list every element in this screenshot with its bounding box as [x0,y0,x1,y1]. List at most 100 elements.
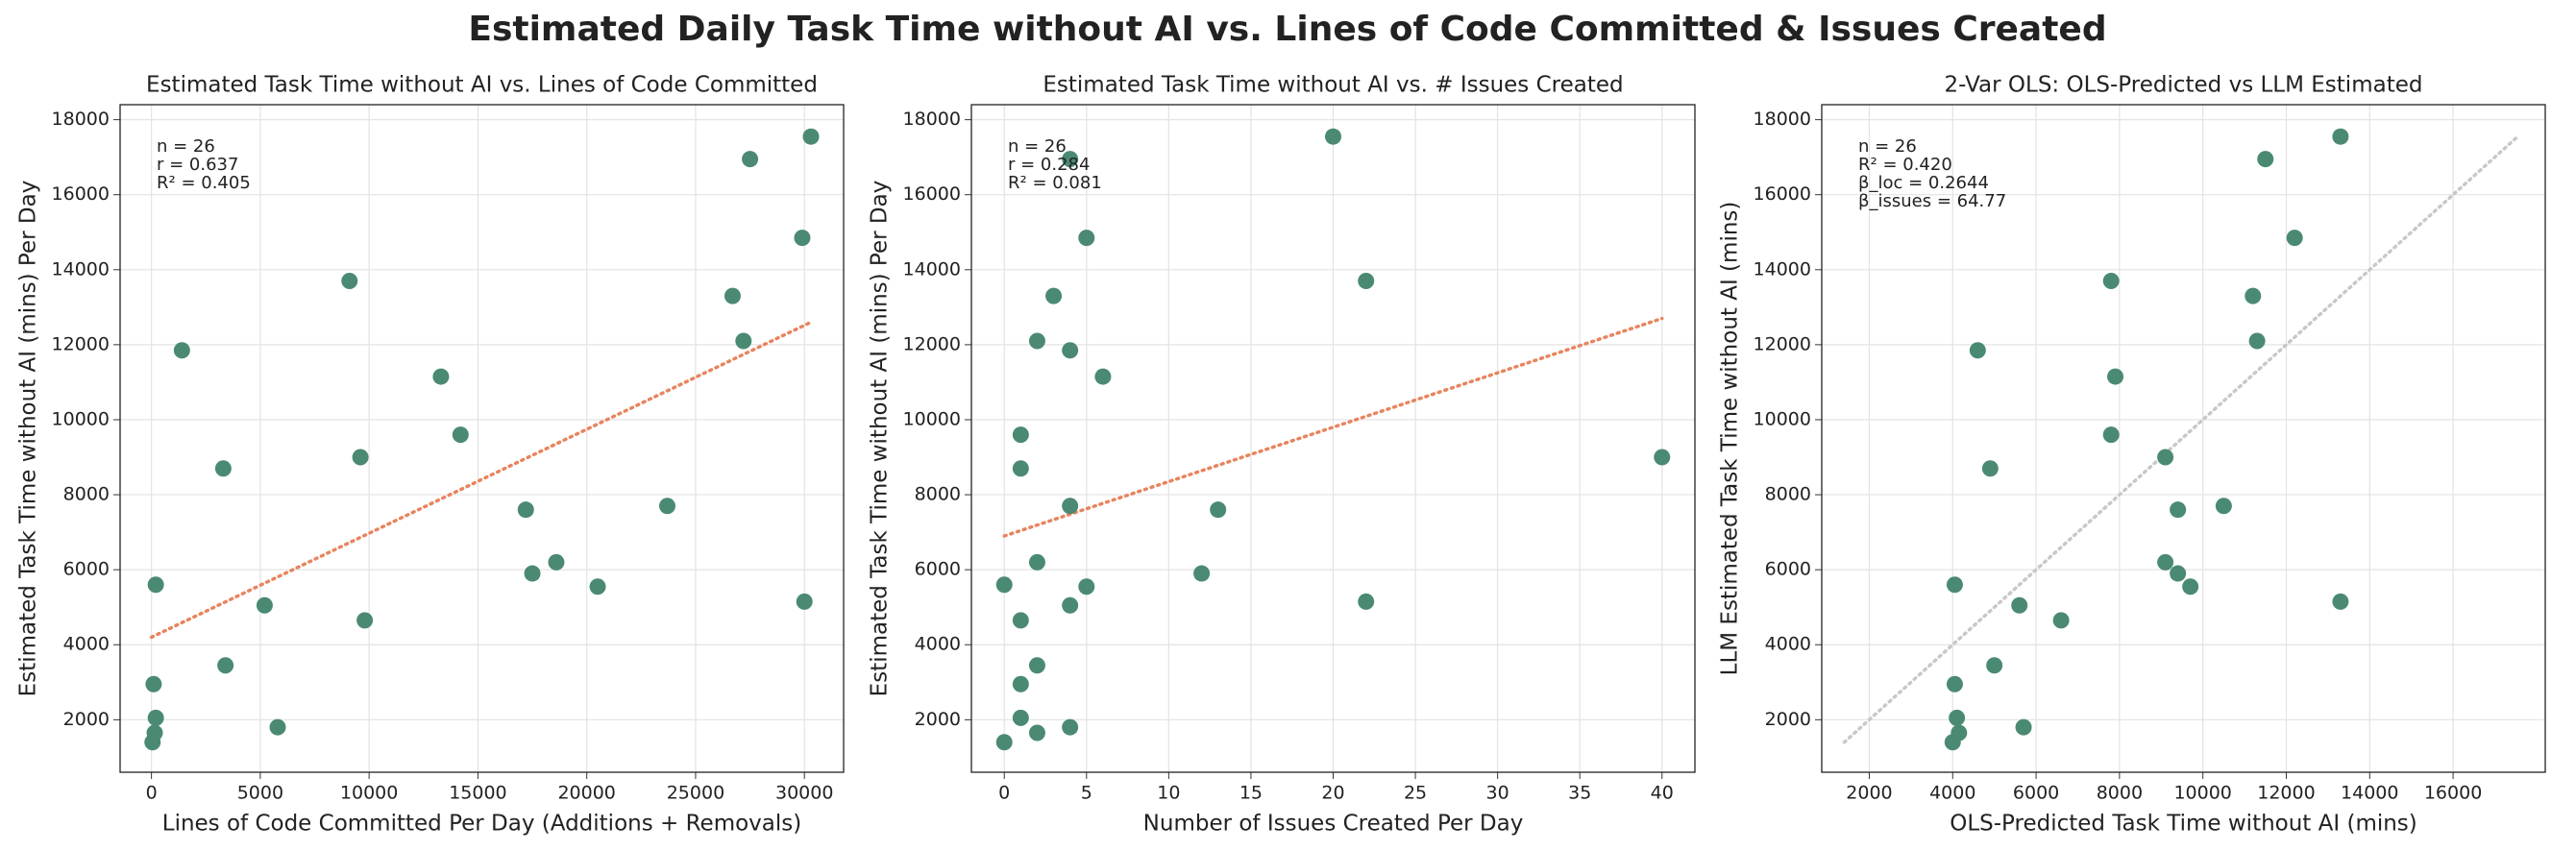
scatter-point [589,578,606,596]
scatter-point [2245,287,2262,304]
figure-title: Estimated Daily Task Time without AI vs.… [468,10,2106,49]
x-tick-label: 0 [998,783,1010,804]
scatter-point [517,501,534,519]
x-tick-label: 10 [1157,783,1180,804]
scatter-point [2257,151,2274,168]
scatter-point [1654,449,1671,466]
y-tick-label: 12000 [903,333,961,354]
x-axis-label: Lines of Code Committed Per Day (Additio… [162,812,801,837]
x-tick-label: 20 [1321,783,1344,804]
scatter-point [1358,273,1375,290]
scatter-point [144,734,161,751]
y-tick-label: 8000 [915,484,961,505]
scatter-point [269,718,286,736]
scatter-point [2215,498,2232,515]
scatter-point [1012,709,1029,726]
x-axis-label: OLS-Predicted Task Time without AI (mins… [1950,812,2417,837]
x-tick-label: 0 [146,783,158,804]
y-tick-label: 16000 [52,183,110,205]
y-tick-label: 12000 [52,333,110,354]
scatter-point [1062,718,1079,736]
scatter-point [724,287,741,304]
scatter-point [1078,578,1095,596]
scatter-point [1325,128,1341,145]
scatter-point [173,342,190,359]
trend-line [149,320,813,640]
y-axis-label: Estimated Task Time without AI (mins) Pe… [868,181,893,697]
x-tick-label: 14000 [2341,783,2398,804]
x-tick-label: 15 [1239,783,1263,804]
scatter-point [1028,724,1045,742]
scatter-point [995,734,1013,751]
y-tick-label: 10000 [903,408,961,429]
y-tick-label: 6000 [63,559,110,580]
y-tick-label: 16000 [1754,183,1811,205]
stat-annotation: r = 0.637 [157,155,238,175]
scatter-point [2102,426,2120,444]
x-tick-label: 2000 [1846,783,1892,804]
subplot-title: Estimated Task Time without AI vs. Lines… [146,73,818,98]
y-axis-label: LLM Estimated Task Time without AI (mins… [1718,202,1743,676]
y-tick-label: 18000 [1754,109,1811,130]
y-tick-label: 14000 [1754,258,1811,280]
scatter-point [1949,709,1966,726]
scatter-point [735,332,752,350]
scatter-point [1986,657,2003,674]
scatter-point [432,368,450,385]
scatter-point [1358,593,1375,610]
stat-annotation: β_loc = 0.2644 [1858,173,1989,193]
scatter-point [341,273,358,290]
y-tick-label: 6000 [1765,559,1811,580]
plot-frame [1821,104,2546,773]
scatter-point [1946,576,1963,594]
scatter-point [1193,565,1211,582]
scatter-point [548,553,565,571]
scatter-point [1028,657,1045,674]
stat-annotation: n = 26 [1858,136,1917,157]
x-tick-label: 35 [1568,783,1591,804]
stat-annotation: R² = 0.081 [1008,173,1102,193]
scatter-point [524,565,541,582]
scatter-point [147,576,164,594]
scatter-point [2286,230,2303,247]
scatter-point [1062,151,1079,168]
scatter-point [256,596,273,614]
scatter-point [217,657,234,674]
scatter-point [1012,460,1029,477]
y-tick-label: 6000 [915,559,961,580]
x-tick-label: 15000 [449,783,506,804]
y-tick-label: 18000 [903,109,961,130]
x-tick-label: 5 [1081,783,1092,804]
scatter-point [1944,734,1961,751]
scatter-point [2157,449,2174,466]
y-tick-label: 10000 [1754,408,1811,429]
x-tick-label: 16000 [2424,783,2482,804]
scatter-point [742,151,759,168]
y-tick-label: 2000 [1765,709,1811,730]
x-tick-label: 30000 [775,783,833,804]
x-tick-label: 8000 [2097,783,2143,804]
plot-frame [970,104,1696,773]
scatter-point [2170,565,2187,582]
scatter-point [1210,501,1227,519]
x-tick-label: 40 [1651,783,1674,804]
scatter-point [1045,287,1063,304]
scatter-point [802,128,820,145]
scatter-point [794,230,811,247]
x-tick-label: 25000 [667,783,724,804]
scatter-point [1012,612,1029,629]
scatter-point [995,576,1013,594]
x-tick-label: 30 [1486,783,1509,804]
y-tick-label: 8000 [63,484,110,505]
scatter-point [214,460,232,477]
y-tick-label: 4000 [915,634,961,655]
x-tick-label: 10000 [2173,783,2231,804]
stat-annotation: r = 0.284 [1008,155,1090,175]
scatter-point [796,593,813,610]
stat-annotation: n = 26 [1008,136,1067,157]
scatter-point [2157,553,2174,571]
y-tick-label: 8000 [1765,484,1811,505]
scatter-point [352,449,369,466]
plot-frame [119,104,845,773]
